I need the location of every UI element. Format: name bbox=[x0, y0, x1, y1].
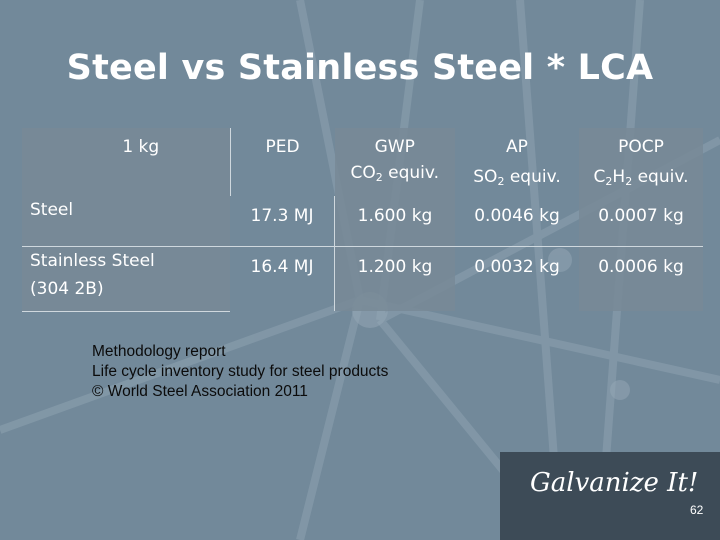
cell-steel-pocp: 0.0007 kg bbox=[579, 196, 703, 247]
notes-line-1: Methodology report bbox=[92, 343, 226, 360]
notes-line-2: Life cycle inventory study for steel pro… bbox=[92, 363, 389, 380]
brand-box bbox=[500, 452, 720, 540]
cell-stainless-ap: 0.0032 kg bbox=[474, 257, 560, 277]
brand-logo-text: Galvanize It! bbox=[530, 468, 699, 498]
header-pocp: POCP C2H2 equiv. bbox=[579, 128, 703, 196]
page-number: 62 bbox=[690, 503, 704, 517]
header-gwp: GWP CO2 equiv. bbox=[334, 128, 455, 196]
cell-stainless-gwp: 1.200 kg bbox=[334, 246, 455, 311]
header-ap-label: AP bbox=[506, 137, 528, 157]
table-header-row: 1 kg PED GWP CO2 equiv. AP SO2 equiv. PO… bbox=[22, 128, 703, 196]
header-ped: PED bbox=[230, 128, 335, 196]
header-gwp-unit: CO2 equiv. bbox=[350, 163, 440, 184]
header-ap-unit: SO2 equiv. bbox=[473, 167, 561, 188]
table-row: Steel 17.3 MJ 1.600 kg 0.0046 kg 0.0007 … bbox=[22, 196, 703, 247]
cell-steel-ap: 0.0046 kg bbox=[455, 196, 579, 247]
row-label-stainless-steel: Stainless Steel (304 2B) bbox=[22, 246, 230, 312]
row-label-steel: Steel bbox=[22, 196, 230, 247]
lca-comparison-table: 1 kg PED GWP CO2 equiv. AP SO2 equiv. PO… bbox=[22, 128, 703, 312]
source-notes: Methodology report Life cycle inventory … bbox=[92, 342, 388, 402]
slide-title: Steel vs Stainless Steel * LCA bbox=[66, 48, 654, 88]
cell-steel-gwp: 1.600 kg bbox=[334, 196, 455, 247]
corner-label: 1 kg bbox=[122, 137, 160, 157]
header-ap: AP SO2 equiv. bbox=[455, 128, 579, 196]
header-pocp-label: POCP bbox=[618, 137, 664, 157]
notes-line-3: © World Steel Association 2011 bbox=[92, 383, 308, 400]
header-pocp-unit: C2H2 equiv. bbox=[593, 167, 689, 188]
corner-cell: 1 kg bbox=[22, 128, 231, 196]
cell-stainless-ped: 16.4 MJ bbox=[230, 246, 335, 311]
header-gwp-label: GWP bbox=[374, 137, 415, 157]
table-row: Stainless Steel (304 2B) 16.4 MJ 1.200 k… bbox=[22, 246, 703, 312]
cell-steel-ped: 17.3 MJ bbox=[230, 196, 335, 247]
cell-stainless-pocp: 0.0006 kg bbox=[579, 246, 703, 311]
header-ped-label: PED bbox=[265, 137, 300, 157]
